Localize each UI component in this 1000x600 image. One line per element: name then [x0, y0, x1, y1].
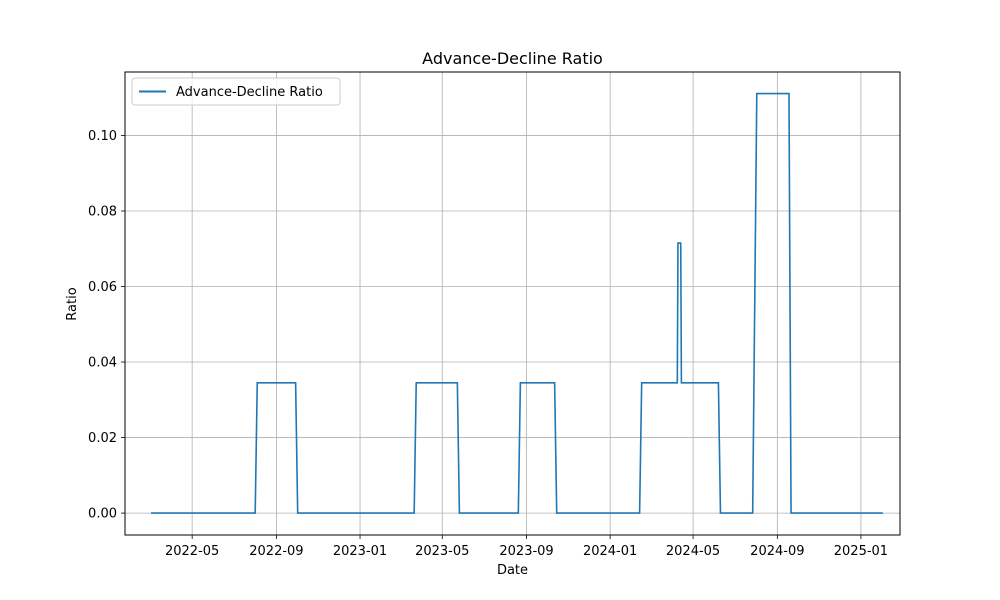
- legend: Advance-Decline Ratio: [131, 77, 341, 106]
- y-tick-label: 0.02: [88, 431, 117, 446]
- x-tick-label: 2023-09: [499, 544, 553, 559]
- x-tick-label: 2024-05: [666, 544, 720, 559]
- x-axis-label: Date: [497, 563, 528, 578]
- x-tick-label: 2023-05: [415, 544, 469, 559]
- plot-frame: [124, 71, 901, 536]
- x-tick-label: 2022-05: [165, 544, 219, 559]
- series-layer: [151, 92, 883, 514]
- legend-box: [131, 77, 341, 106]
- y-axis-label: Ratio: [65, 287, 80, 320]
- y-tick-label: 0.08: [88, 204, 117, 219]
- x-tick-label: 2025-01: [834, 544, 888, 559]
- y-tick-label: 0.06: [88, 280, 117, 295]
- series-line-0: [151, 92, 883, 514]
- chart-title: Advance-Decline Ratio: [422, 49, 603, 68]
- legend-label: Advance-Decline Ratio: [176, 85, 323, 100]
- y-tick-label: 0.04: [88, 356, 117, 371]
- x-tick-label: 2024-09: [750, 544, 804, 559]
- x-tick-label: 2023-01: [333, 544, 387, 559]
- ticks: 2022-05 2022-09 2023-01 2023-05 2023-09 2024-…: [88, 129, 888, 559]
- x-tick-label: 2022-09: [249, 544, 303, 559]
- x-tick-label: 2024-01: [583, 544, 637, 559]
- y-tick-label: 0.00: [88, 507, 117, 522]
- y-tick-label: 0.10: [88, 129, 117, 144]
